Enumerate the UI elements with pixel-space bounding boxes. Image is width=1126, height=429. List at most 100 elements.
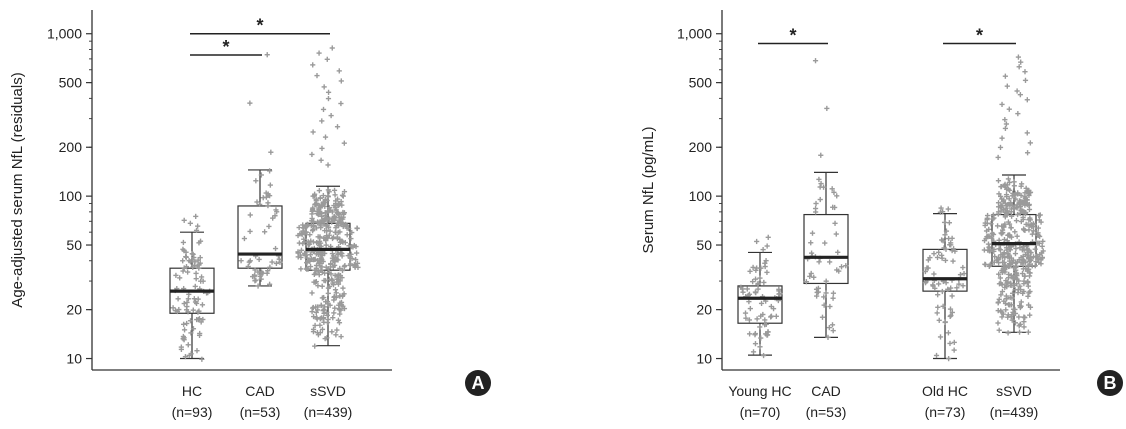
data-point bbox=[325, 224, 332, 230]
data-point bbox=[1022, 77, 1029, 83]
data-point bbox=[773, 313, 779, 319]
data-point bbox=[314, 210, 320, 217]
data-point bbox=[312, 267, 318, 273]
data-point bbox=[758, 300, 765, 307]
data-point bbox=[1014, 205, 1020, 211]
data-point bbox=[323, 237, 329, 243]
data-point bbox=[777, 291, 783, 297]
data-point bbox=[999, 314, 1005, 320]
data-point bbox=[181, 321, 187, 327]
data-point bbox=[344, 232, 350, 238]
data-point bbox=[199, 356, 205, 362]
data-point bbox=[755, 286, 761, 292]
data-point bbox=[1034, 254, 1040, 260]
data-point bbox=[757, 275, 763, 281]
data-point bbox=[340, 193, 346, 199]
data-point bbox=[196, 265, 202, 271]
data-point bbox=[180, 258, 186, 264]
data-point bbox=[742, 310, 749, 316]
data-point bbox=[334, 234, 340, 240]
data-point bbox=[830, 295, 836, 301]
data-point bbox=[258, 269, 265, 275]
data-point bbox=[990, 212, 996, 218]
data-point bbox=[335, 281, 342, 287]
data-point bbox=[303, 229, 309, 235]
data-point bbox=[324, 197, 330, 204]
x-category-n-label: (n=53) bbox=[240, 404, 281, 420]
data-point bbox=[329, 278, 335, 284]
data-point bbox=[1014, 88, 1020, 94]
data-point bbox=[824, 105, 830, 112]
data-point bbox=[996, 191, 1002, 197]
data-point bbox=[1036, 217, 1042, 223]
data-point bbox=[950, 246, 957, 252]
data-point bbox=[1015, 111, 1021, 117]
data-point bbox=[843, 263, 849, 269]
data-point bbox=[1031, 222, 1037, 228]
data-point bbox=[1019, 270, 1026, 277]
data-point bbox=[946, 235, 952, 242]
data-point bbox=[995, 178, 1002, 184]
panel-badge-label: B bbox=[1104, 373, 1117, 393]
data-point bbox=[990, 231, 997, 238]
data-point bbox=[354, 250, 360, 256]
data-point bbox=[997, 204, 1004, 210]
data-point bbox=[941, 219, 948, 226]
data-point bbox=[187, 220, 193, 226]
data-point bbox=[349, 229, 355, 236]
data-point bbox=[1007, 233, 1013, 239]
data-point bbox=[746, 317, 753, 323]
data-point bbox=[812, 58, 819, 64]
data-point bbox=[184, 320, 190, 327]
data-point bbox=[746, 291, 753, 297]
y-tick-label: 500 bbox=[689, 75, 713, 91]
data-point bbox=[192, 283, 198, 289]
data-point bbox=[298, 247, 305, 253]
data-point bbox=[986, 263, 992, 269]
data-point bbox=[333, 332, 339, 338]
data-point bbox=[328, 112, 334, 119]
group-cad: CAD (n=53) bbox=[803, 58, 849, 420]
data-point bbox=[322, 213, 328, 219]
data-point bbox=[950, 258, 956, 264]
group-cad: CAD (n=53) bbox=[237, 52, 283, 420]
data-point bbox=[266, 223, 272, 230]
data-point bbox=[1015, 286, 1021, 293]
data-point bbox=[995, 320, 1001, 326]
data-point bbox=[338, 100, 344, 107]
data-point bbox=[985, 233, 991, 239]
data-point bbox=[834, 267, 840, 273]
data-point bbox=[301, 225, 307, 231]
data-point bbox=[812, 205, 819, 212]
data-point bbox=[1014, 276, 1020, 282]
data-point bbox=[830, 204, 836, 210]
data-point bbox=[318, 202, 324, 208]
data-point bbox=[324, 216, 330, 222]
data-point bbox=[341, 189, 348, 195]
data-point bbox=[185, 342, 191, 348]
data-point bbox=[267, 182, 273, 188]
data-point bbox=[945, 330, 952, 336]
data-point bbox=[180, 239, 186, 246]
data-point bbox=[315, 251, 321, 258]
data-point bbox=[1006, 271, 1012, 277]
data-point bbox=[307, 232, 313, 238]
data-point bbox=[262, 229, 268, 235]
data-point bbox=[943, 228, 950, 234]
data-point bbox=[945, 286, 951, 292]
data-point bbox=[747, 305, 753, 312]
data-point bbox=[196, 308, 202, 314]
data-point bbox=[954, 285, 960, 291]
data-point bbox=[1035, 230, 1041, 236]
data-point bbox=[935, 304, 941, 310]
data-point bbox=[1016, 323, 1022, 329]
data-point bbox=[946, 220, 952, 226]
data-point bbox=[337, 300, 343, 306]
y-tick-label: 1,000 bbox=[47, 26, 82, 42]
data-point bbox=[1008, 209, 1014, 215]
y-axis-title: Age-adjusted serum NfL (residuals) bbox=[9, 72, 26, 307]
data-point bbox=[321, 84, 327, 90]
data-point bbox=[304, 224, 310, 230]
data-point bbox=[310, 226, 316, 233]
data-point bbox=[961, 270, 967, 277]
